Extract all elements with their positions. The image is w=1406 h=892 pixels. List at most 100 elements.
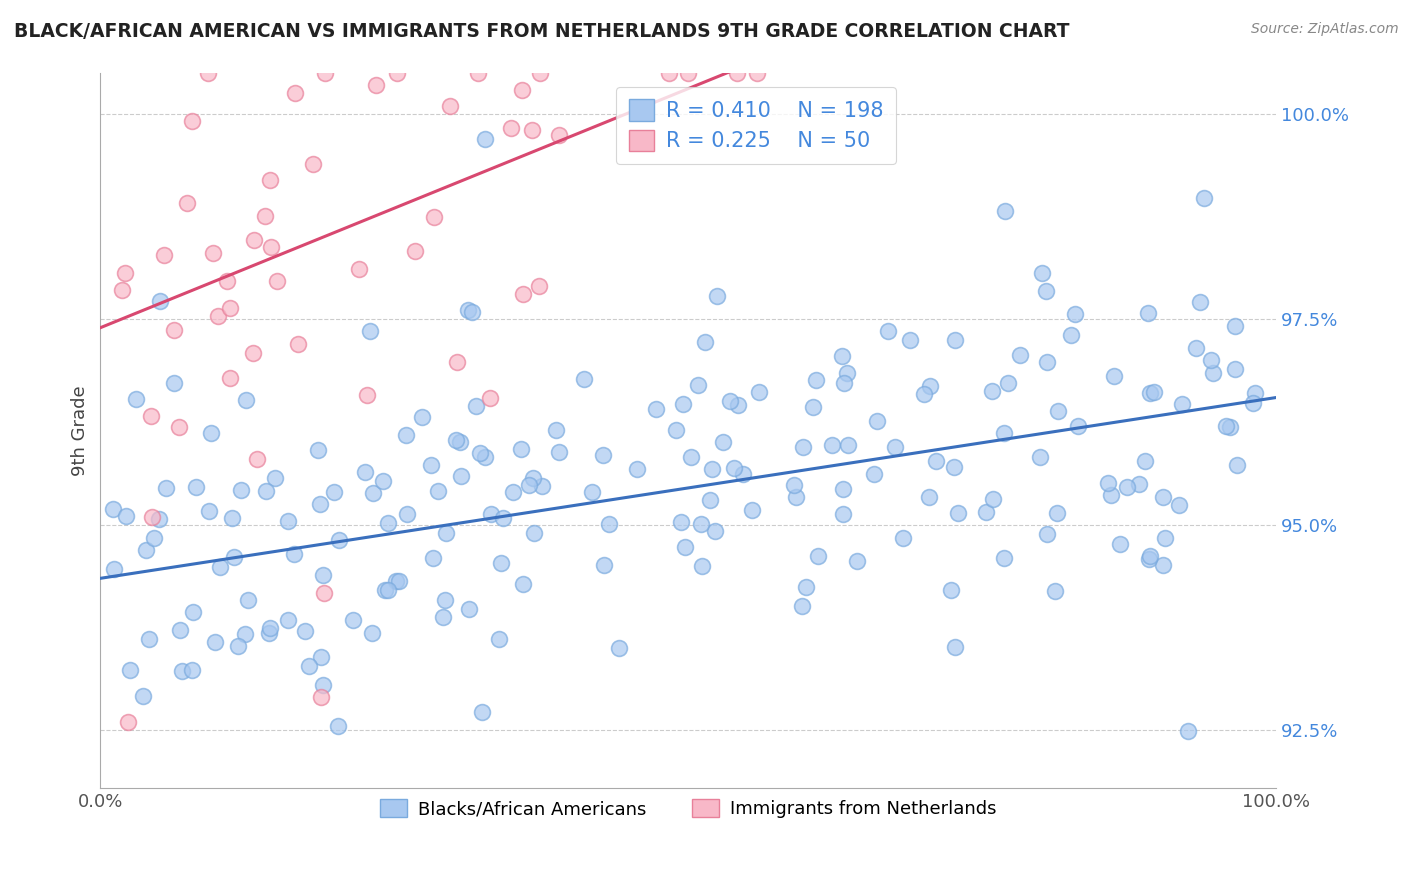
Point: [945, 640, 967, 654]
Point: [207, 309, 229, 323]
Point: [238, 592, 260, 607]
Point: [181, 664, 204, 678]
Point: [993, 425, 1015, 440]
Point: [1199, 353, 1222, 368]
Point: [176, 195, 198, 210]
Point: [219, 370, 242, 384]
Point: [309, 690, 332, 705]
Point: [474, 132, 496, 146]
Point: [167, 420, 190, 434]
Point: [149, 293, 172, 308]
Point: [254, 483, 277, 498]
Point: [658, 66, 681, 80]
Point: [832, 507, 855, 521]
Point: [703, 524, 725, 538]
Point: [792, 441, 814, 455]
Point: [943, 333, 966, 347]
Point: [1143, 385, 1166, 400]
Point: [377, 516, 399, 530]
Point: [598, 517, 620, 532]
Point: [804, 373, 827, 387]
Point: [449, 434, 471, 449]
Point: [138, 632, 160, 647]
Point: [785, 491, 807, 505]
Point: [411, 409, 433, 424]
Point: [699, 492, 721, 507]
Point: [529, 278, 551, 293]
Point: [1029, 450, 1052, 465]
Point: [592, 449, 614, 463]
Point: [434, 525, 457, 540]
Point: [468, 446, 491, 460]
Point: [181, 605, 204, 619]
Point: [891, 532, 914, 546]
Point: [512, 576, 534, 591]
Point: [1137, 551, 1160, 566]
Point: [326, 719, 349, 733]
Point: [314, 66, 336, 80]
Point: [1202, 366, 1225, 380]
Point: [925, 454, 948, 468]
Point: [197, 66, 219, 80]
Point: [457, 303, 479, 318]
Point: [671, 397, 693, 411]
Point: [142, 531, 165, 545]
Point: [1139, 385, 1161, 400]
Point: [404, 244, 426, 258]
Point: [155, 481, 177, 495]
Point: [385, 574, 408, 588]
Point: [993, 550, 1015, 565]
Point: [883, 440, 905, 454]
Point: [974, 505, 997, 519]
Point: [747, 66, 769, 80]
Point: [1128, 476, 1150, 491]
Point: [522, 471, 544, 485]
Point: [229, 483, 252, 497]
Point: [283, 548, 305, 562]
Point: [396, 507, 419, 521]
Point: [866, 414, 889, 428]
Point: [832, 376, 855, 390]
Point: [607, 640, 630, 655]
Point: [426, 484, 449, 499]
Point: [946, 507, 969, 521]
Point: [465, 399, 488, 413]
Point: [1243, 385, 1265, 400]
Point: [314, 586, 336, 600]
Point: [831, 349, 853, 363]
Point: [741, 502, 763, 516]
Point: [263, 471, 285, 485]
Point: [347, 262, 370, 277]
Point: [832, 482, 855, 496]
Point: [439, 99, 461, 113]
Point: [519, 477, 541, 491]
Point: [531, 479, 554, 493]
Point: [198, 504, 221, 518]
Point: [243, 233, 266, 247]
Point: [1136, 306, 1159, 320]
Point: [302, 157, 325, 171]
Point: [807, 549, 830, 563]
Point: [266, 274, 288, 288]
Point: [259, 621, 281, 635]
Point: [1010, 348, 1032, 362]
Point: [226, 639, 249, 653]
Point: [366, 78, 388, 92]
Point: [422, 551, 444, 566]
Point: [690, 559, 713, 574]
Point: [920, 379, 942, 393]
Point: [510, 442, 533, 457]
Point: [529, 66, 551, 80]
Point: [141, 509, 163, 524]
Point: [184, 480, 207, 494]
Point: [1152, 490, 1174, 504]
Point: [458, 602, 481, 616]
Point: [103, 562, 125, 576]
Point: [1109, 537, 1132, 551]
Point: [353, 466, 375, 480]
Point: [1241, 396, 1264, 410]
Point: [706, 289, 728, 303]
Point: [673, 540, 696, 554]
Point: [693, 334, 716, 349]
Point: [790, 599, 813, 614]
